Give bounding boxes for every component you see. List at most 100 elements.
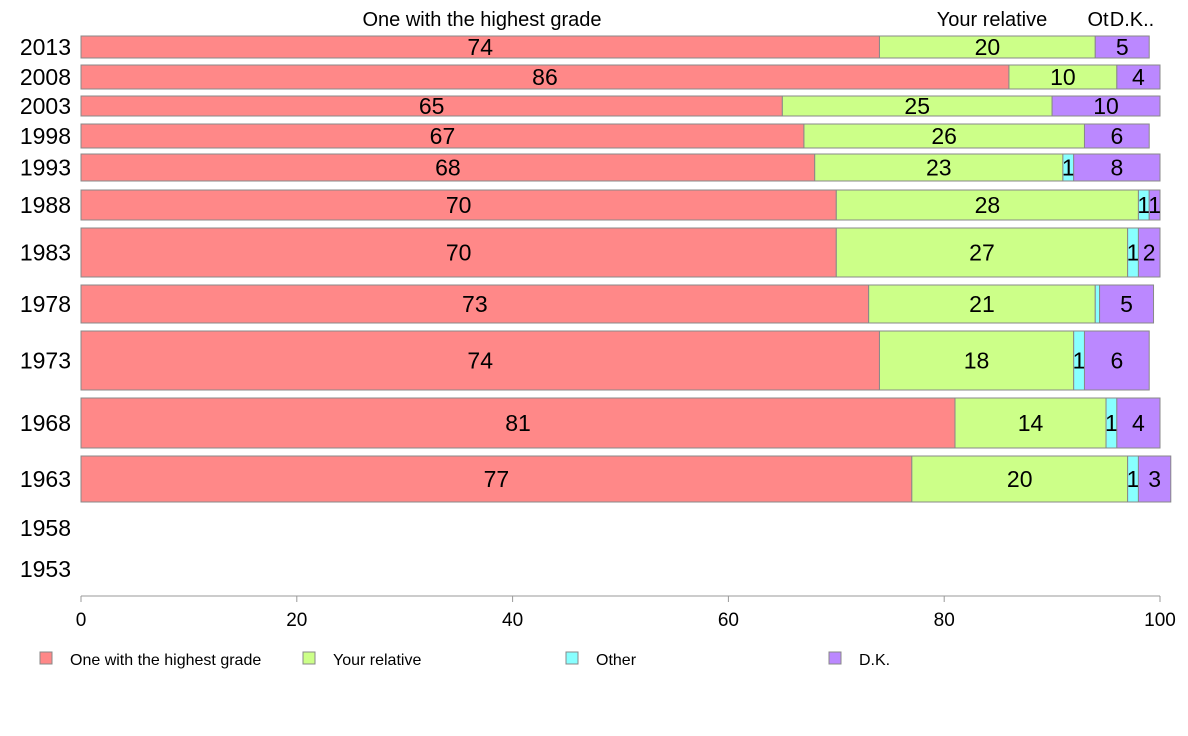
legend: One with the highest grade Your relative O… <box>39 651 890 669</box>
y-tick-label-2008: 2008 <box>20 64 71 90</box>
column-headers: One with the highest grade Your relative… <box>362 9 1154 31</box>
data-label-2008-series-0: 86 <box>532 64 558 90</box>
y-tick-label-1953: 1953 <box>20 556 71 582</box>
legend-swatch-3 <box>828 651 842 665</box>
data-label-1983-series-1: 27 <box>969 240 995 266</box>
data-label-1973-series-2: 1 <box>1073 348 1086 374</box>
bar-1983-series-1 <box>835 227 1129 278</box>
column-header-your-relative: Your relative <box>937 9 1047 31</box>
data-label-1973-series-0: 74 <box>467 348 493 374</box>
data-label-1983-series-3: 2 <box>1143 240 1156 266</box>
data-label-2013-series-1: 20 <box>975 34 1001 60</box>
bar-2013-series-3 <box>1094 35 1150 59</box>
data-label-1988-series-0: 70 <box>446 192 472 218</box>
data-label-1973-series-1: 18 <box>964 348 990 374</box>
data-label-1973-series-3: 6 <box>1110 348 1123 374</box>
bar-1973-series-1 <box>878 330 1075 391</box>
data-label-2013-series-0: 74 <box>467 34 493 60</box>
data-label-1993-series-2: 1 <box>1062 155 1075 181</box>
data-label-2013-series-3: 5 <box>1116 34 1129 60</box>
bar-1988-series-1 <box>835 189 1139 221</box>
legend-label-2: Other <box>596 652 637 669</box>
y-tick-label-1973: 1973 <box>20 348 71 374</box>
y-tick-label-1988: 1988 <box>20 192 71 218</box>
legend-swatch-1 <box>302 651 316 665</box>
y-tick-label-1968: 1968 <box>20 410 71 436</box>
bar-2003-series-3 <box>1051 95 1161 117</box>
bar-1963-series-3 <box>1137 455 1172 503</box>
legend-swatch-0 <box>39 651 53 665</box>
y-tick-label-1993: 1993 <box>20 155 71 181</box>
column-header-dk: D.K.. <box>1110 9 1154 31</box>
bar-1983-series-0 <box>80 227 837 278</box>
x-axis: 0 20 40 60 80 100 <box>76 595 1176 631</box>
bar-1993-series-3 <box>1073 153 1161 182</box>
data-label-1983-series-2: 1 <box>1127 240 1140 266</box>
bar-1973-series-0 <box>80 330 880 391</box>
y-tick-label-1978: 1978 <box>20 291 71 317</box>
legend-label-1: Your relative <box>333 652 421 669</box>
bar-1988-series-3 <box>1148 189 1161 221</box>
legend-label-3: D.K. <box>859 652 890 669</box>
data-label-1978-series-0: 73 <box>462 291 488 317</box>
data-label-1963-series-1: 20 <box>1007 466 1033 492</box>
data-label-2003-series-3: 10 <box>1093 93 1119 119</box>
bar-1963-series-1 <box>911 455 1129 503</box>
y-tick-label-1998: 1998 <box>20 123 71 149</box>
bar-1998-series-0 <box>80 123 805 149</box>
bar-1968-series-0 <box>80 397 956 449</box>
x-tick-label-80: 80 <box>934 610 955 631</box>
data-label-1968-series-2: 1 <box>1105 410 1118 436</box>
data-label-1968-series-0: 81 <box>505 410 531 436</box>
bar-1973-series-3 <box>1083 330 1150 391</box>
data-label-1978-series-1: 21 <box>969 291 995 317</box>
data-label-1988-series-3: 1 <box>1148 192 1161 218</box>
bar-1978-series-2 <box>1094 284 1101 324</box>
bar-2008-series-1 <box>1008 64 1118 90</box>
data-label-1993-series-0: 68 <box>435 155 461 181</box>
data-label-1993-series-3: 8 <box>1110 155 1123 181</box>
bar-1988-series-0 <box>80 189 837 221</box>
data-label-2008-series-1: 10 <box>1050 64 1076 90</box>
bar-1998-series-3 <box>1083 123 1150 149</box>
column-header-highest-grade: One with the highest grade <box>362 9 601 31</box>
y-tick-label-2013: 2013 <box>20 34 71 60</box>
bar-2008-series-3 <box>1116 64 1161 90</box>
bar-1993-series-1 <box>814 153 1064 182</box>
x-tick-label-20: 20 <box>286 610 307 631</box>
legend-label-0: One with the highest grade <box>70 652 261 669</box>
data-label-2008-series-3: 4 <box>1132 64 1145 90</box>
data-label-2003-series-0: 65 <box>419 93 445 119</box>
x-tick-label-0: 0 <box>76 610 87 631</box>
data-label-1993-series-1: 23 <box>926 155 952 181</box>
data-label-1963-series-0: 77 <box>484 466 510 492</box>
bar-1978-series-0 <box>80 284 870 324</box>
data-label-1998-series-3: 6 <box>1110 123 1123 149</box>
data-label-1963-series-3: 3 <box>1148 466 1161 492</box>
bar-1983-series-3 <box>1137 227 1161 278</box>
data-label-1988-series-2: 1 <box>1137 192 1150 218</box>
x-tick-label-60: 60 <box>718 610 739 631</box>
bar-1968-series-3 <box>1116 397 1161 449</box>
data-label-1998-series-1: 26 <box>931 123 957 149</box>
y-axis-labels: 2013 2008 2003 1998 1993 1988 1983 1978 1973 1968… <box>20 34 71 582</box>
y-tick-label-2003: 2003 <box>20 93 71 119</box>
data-label-1968-series-3: 4 <box>1132 410 1145 436</box>
bar-1978-series-3 <box>1099 284 1155 324</box>
x-tick-label-40: 40 <box>502 610 523 631</box>
legend-swatch-2 <box>565 651 579 665</box>
data-label-1998-series-0: 67 <box>430 123 456 149</box>
column-header-other: Ot <box>1087 9 1109 31</box>
data-label-2003-series-1: 25 <box>904 93 930 119</box>
data-label-1988-series-1: 28 <box>975 192 1001 218</box>
bar-1968-series-1 <box>954 397 1107 449</box>
y-tick-label-1963: 1963 <box>20 466 71 492</box>
data-label-1968-series-1: 14 <box>1018 410 1044 436</box>
x-tick-label-100: 100 <box>1144 610 1176 631</box>
data-label-1963-series-2: 1 <box>1127 466 1140 492</box>
data-label-1978-series-3: 5 <box>1120 291 1133 317</box>
y-tick-label-1983: 1983 <box>20 240 71 266</box>
data-label-1983-series-0: 70 <box>446 240 472 266</box>
